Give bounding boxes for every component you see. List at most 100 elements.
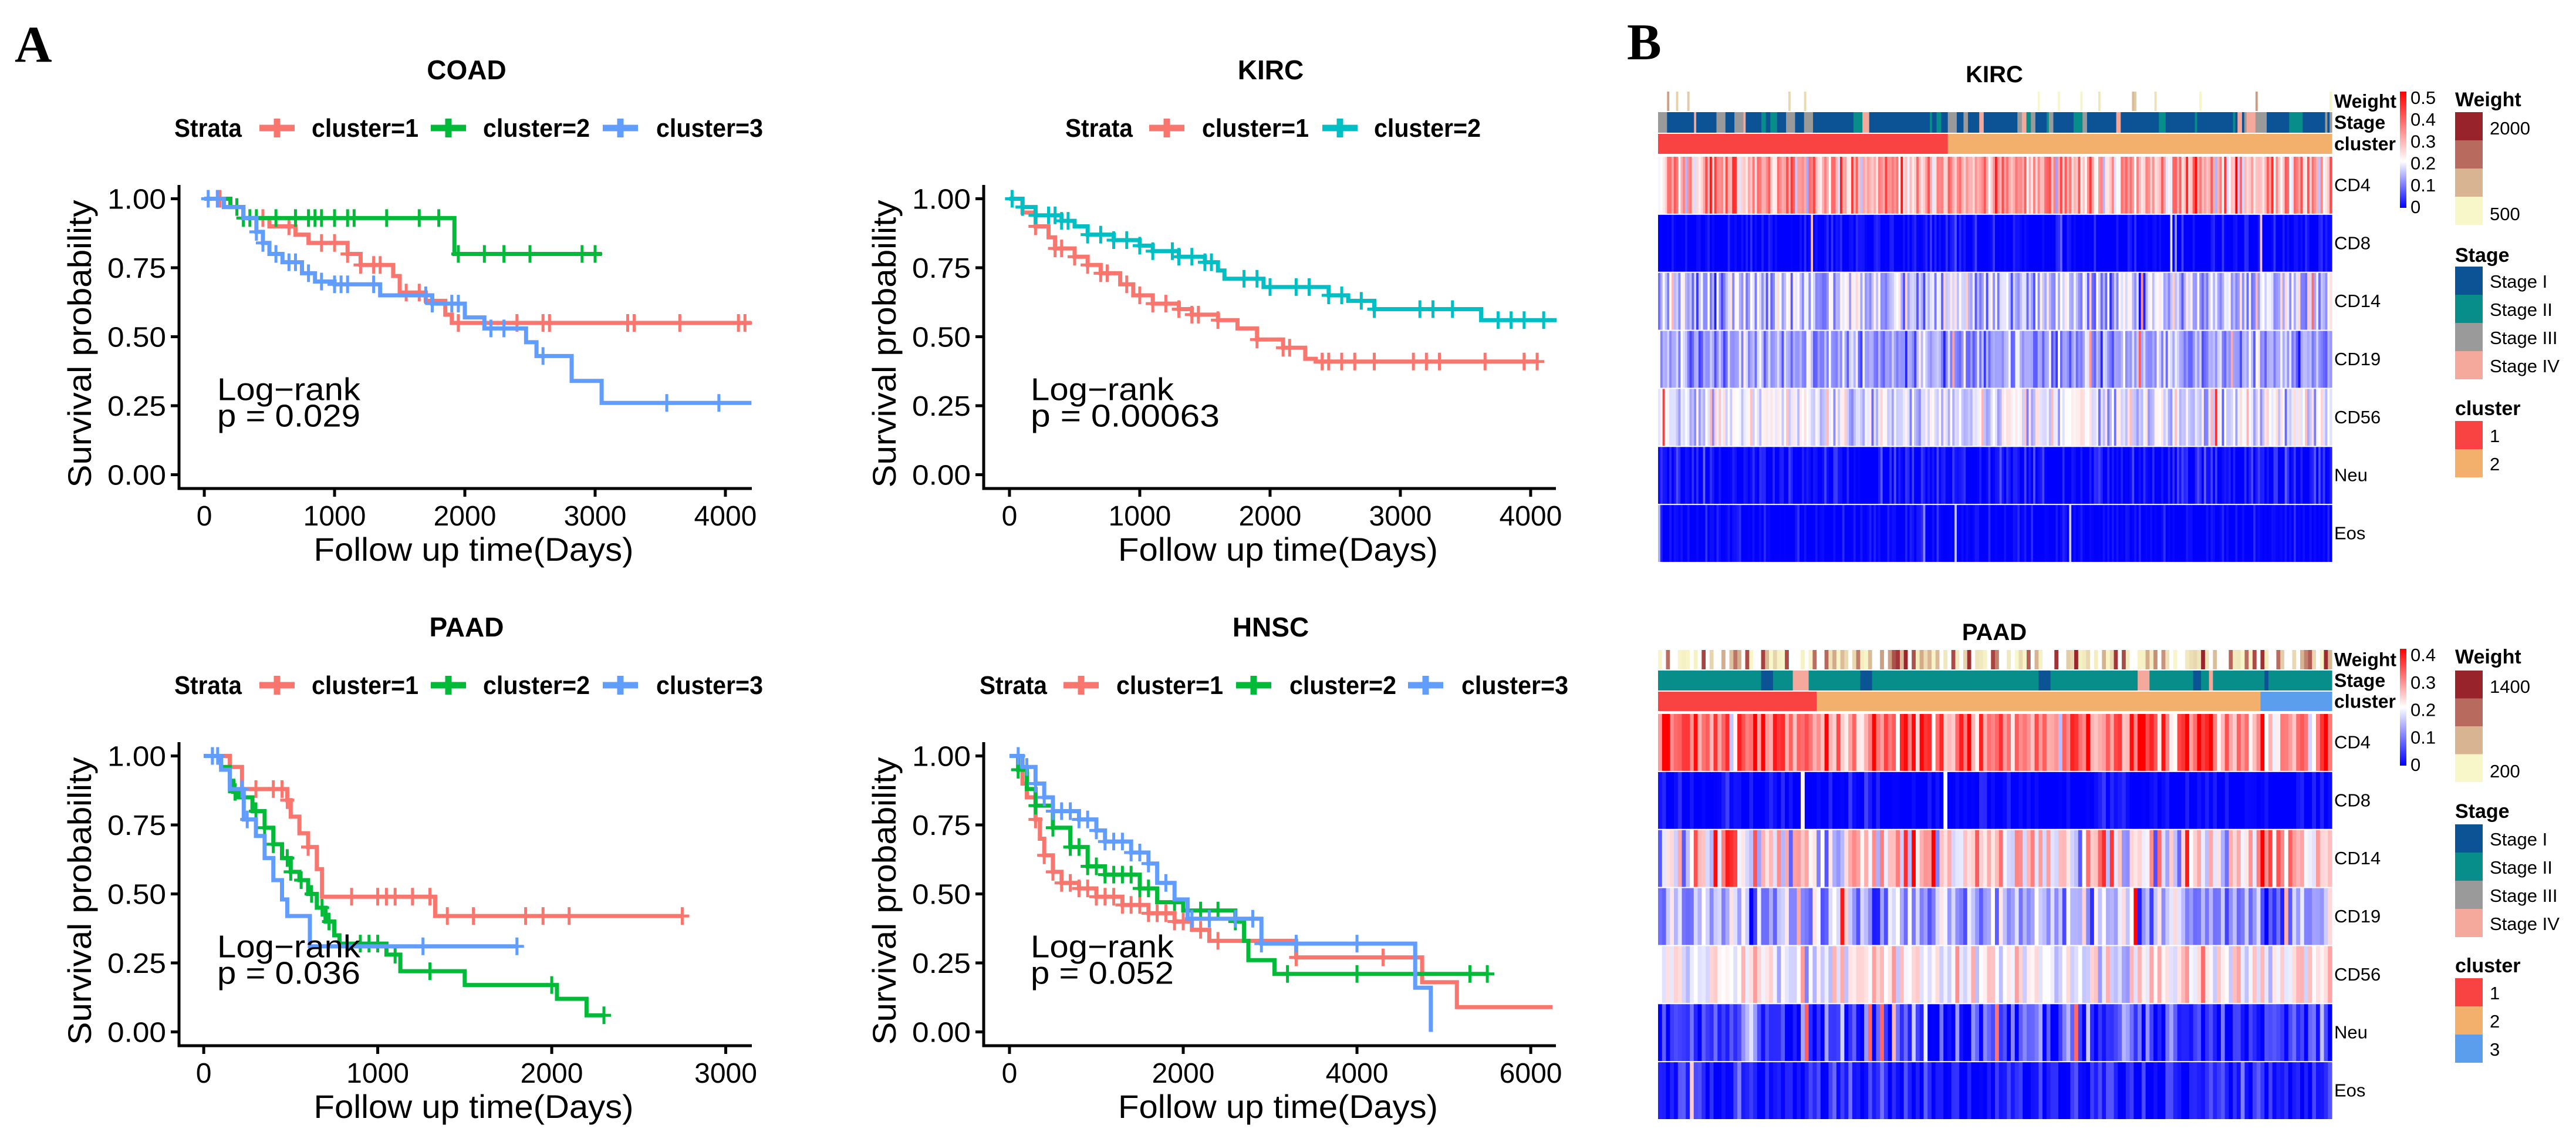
heatmap-cell [2015,505,2018,562]
heatmap-cell [1770,157,1773,214]
heatmap-cell [1725,157,1728,214]
heatmap-cell [1970,505,1973,562]
stage-annotation-cell [2202,112,2204,133]
weight-annotation-cell [2240,650,2246,669]
weight-annotation-cell [1919,650,1925,669]
weight-annotation-cell [2114,92,2117,111]
weight-annotation-cell [1788,92,1791,111]
heatmap-cell [2165,214,2169,272]
cluster-annotation-cell [2168,134,2171,154]
heatmap-cell [2023,714,2027,771]
heatmap-cell [2015,447,2018,504]
heatmap-cell [1674,946,1679,1003]
cluster-annotation-cell [2241,134,2245,154]
stage-annotation-cell [1687,112,1690,133]
heatmap-cell [1893,214,1897,272]
heatmap-cell [1822,331,1825,388]
heatmap-cell [2006,447,2009,504]
heatmap-cell [1676,157,1679,214]
heatmap-cell [2240,888,2246,945]
heatmap-cell [2307,214,2310,272]
heatmap-cell [2017,505,2020,562]
weight-annotation-cell [1748,92,1751,111]
heatmap-cell [1920,505,1924,562]
heatmap-cell [2058,331,2061,388]
weight-annotation-cell [1817,650,1821,669]
heatmap-cell [2020,447,2023,504]
y-axis-line [177,742,752,1047]
weight-annotation-cell [1833,92,1836,111]
heatmap-cell [2220,946,2226,1003]
heatmap-cell [1757,946,1762,1003]
heatmap-cell [2204,772,2210,829]
heatmap-cell [2230,157,2234,214]
heatmap-cell [1920,447,1924,504]
heatmap-cell [1674,1004,1679,1062]
heatmap-cell [1931,714,1936,771]
censor-mark [314,209,329,227]
heatmap-cell [2020,157,2023,214]
heatmap-cell [1666,1062,1670,1119]
heatmap-cell [1999,505,2003,562]
heatmap-cell [2165,1004,2170,1062]
legend-label: cluster=3 [656,671,763,700]
heatmap-cell [2010,157,2014,214]
legend-key-line [603,119,638,137]
cluster-annotation-cell [1797,692,1801,711]
heatmap-cell [2217,888,2221,945]
heatmap-cell [1660,505,1663,562]
stage-annotation-cell [1947,671,1952,690]
stage-annotation-cell [1912,671,1916,690]
heatmap-cell [2089,331,2092,388]
weight-annotation-cell [2004,92,2007,111]
heatmap-cell [1703,214,1706,272]
heatmap-cell [1979,1062,1984,1119]
weight-annotation-cell [1888,650,1893,669]
heatmap-cell [1963,272,1966,330]
stage-annotation-cell [2248,671,2253,690]
heatmap-cell [1827,505,1829,562]
cluster-annotation-cell [1839,134,1843,154]
stage-annotation-cell [2177,671,2182,690]
weight-annotation-cell [1876,650,1880,669]
heatmap-cell [1749,772,1754,829]
cluster-annotation-cell [2017,134,2020,154]
cluster-annotation-cell [1757,134,1760,154]
heatmap-cell [2213,830,2217,887]
cluster-annotation-cell [1725,134,1728,154]
heatmap-cell [1817,389,1821,446]
heatmap-cell [2251,389,2254,446]
stage-annotation-cell [1833,112,1836,133]
heatmap-cell [2289,389,2292,446]
heatmap-cell [1792,389,1796,446]
weight-annotation-cell [1737,650,1742,669]
heatmap-cell [1779,447,1782,504]
heatmap-cell [1696,331,1699,388]
weight-annotation-cell [2006,92,2009,111]
cluster-annotation-cell [2325,134,2328,154]
stage-annotation-cell [2129,671,2134,690]
censor-mark [1376,948,1390,966]
cluster-annotation-cell [2098,692,2102,711]
weight-annotation-cell [1920,92,1924,111]
heatmap-cell [2287,389,2290,446]
heatmap-cell [1935,772,1940,829]
heatmap-cell [1804,389,1807,446]
heatmap-cell [1927,505,1930,562]
heatmap-cell [1844,1004,1849,1062]
heatmap-cell [1687,157,1690,214]
stage-annotation-cell [1711,112,1715,133]
heatmap-cell [2021,389,2025,446]
censor-mark [536,347,551,365]
stage-annotation-cell [1934,112,1937,133]
heatmap-cell [1939,772,1944,829]
heatmap-cell [1667,331,1670,388]
heatmap-cell [2013,505,2016,562]
weight-annotation-cell [1959,650,1964,669]
heatmap-title: PAAD [1962,619,2027,645]
heatmap-cell [1677,946,1683,1003]
weight-annotation-cell [2314,92,2317,111]
censor-mark [1119,231,1134,249]
cluster-annotation-cell [2070,692,2075,711]
stage-annotation-cell [1952,112,1955,133]
